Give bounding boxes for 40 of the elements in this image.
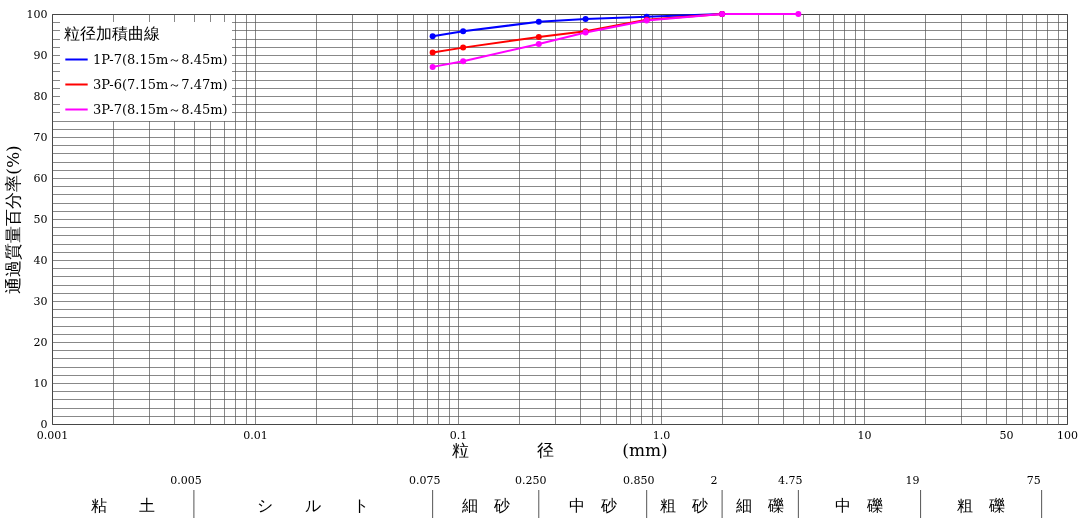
- text: 2: [710, 474, 718, 487]
- x-axis-title: 粒 径 (mm): [452, 439, 668, 460]
- text: 0.250: [515, 474, 547, 487]
- text: 19: [905, 474, 920, 487]
- y-tick-label: 70: [33, 130, 48, 144]
- legend-label: 1P-7(8.15m～8.45m): [93, 51, 228, 67]
- x-tick-label: 1.0: [652, 428, 671, 442]
- text: 75: [1026, 474, 1041, 487]
- legend-label: 3P-7(8.15m～8.45m): [93, 101, 228, 117]
- y-tick-label: 40: [33, 253, 48, 267]
- text: 4.75: [778, 474, 803, 487]
- text: 0.075: [408, 474, 441, 487]
- y-tick-label: 30: [33, 294, 48, 308]
- y-tick-label: 10: [33, 376, 48, 390]
- text: 粘 土: [90, 496, 155, 515]
- legend-label: 3P-6(7.15m～7.47m): [93, 76, 228, 92]
- y-tick-label: 20: [33, 335, 48, 349]
- y-tick-label: 100: [26, 7, 48, 21]
- x-tick-label: 50: [999, 428, 1014, 442]
- y-tick-label: 60: [33, 171, 48, 185]
- y-tick-label: 50: [33, 212, 48, 226]
- text: シ ル ト: [257, 496, 370, 515]
- text: 0.005: [170, 474, 202, 487]
- x-tick-label: 0.001: [36, 428, 69, 442]
- text: 粗 砂: [660, 496, 709, 515]
- y-tick-label: 0: [40, 417, 48, 431]
- x-tick-label: 100: [1057, 428, 1078, 442]
- x-tick-label: 0.01: [243, 428, 268, 442]
- legend-title: 粒径加積曲線: [64, 24, 160, 43]
- y-tick-label: 90: [33, 48, 48, 62]
- y-axis-title: 通過質量百分率(%): [2, 145, 23, 294]
- text: 粗 礫: [957, 496, 1006, 515]
- y-tick-label: 80: [33, 89, 48, 103]
- x-tick-label: 0.1: [449, 428, 468, 442]
- text: 中 礫: [835, 496, 884, 515]
- text: 細 礫: [735, 496, 785, 515]
- text: 細 砂: [460, 496, 510, 515]
- text: 中 砂: [568, 496, 617, 515]
- text: 0.850: [622, 474, 655, 487]
- x-tick-label: 10: [857, 428, 872, 442]
